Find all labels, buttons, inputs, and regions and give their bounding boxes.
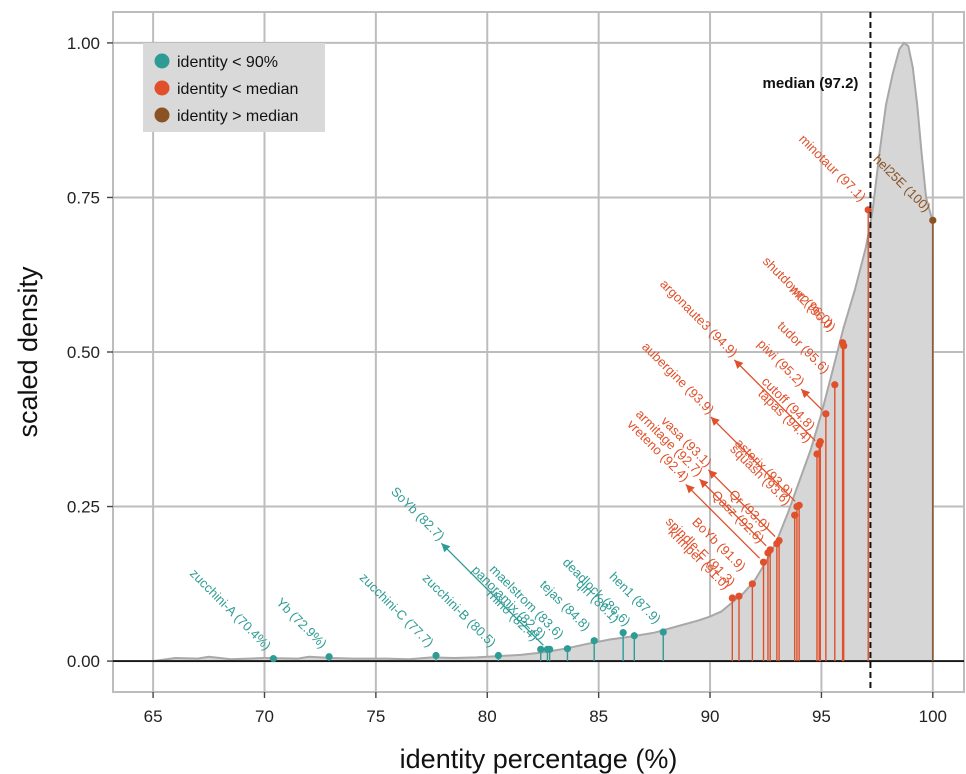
x-tick-label: 85 [589, 707, 608, 726]
data-point [269, 655, 277, 663]
label-leader-line [710, 416, 796, 502]
legend-label: identity > median [177, 108, 298, 125]
legend-swatch [154, 53, 170, 69]
x-tick-label: 95 [812, 707, 831, 726]
median-marker: median (97.2) [763, 12, 872, 692]
data-point [659, 628, 667, 636]
data-point [630, 632, 638, 640]
legend: identity < 90% identity < median identity … [143, 43, 325, 132]
data-point [537, 645, 545, 653]
point-label: minotaur (97.1) [796, 131, 869, 204]
label-leader-arrow [710, 416, 720, 426]
point-label: aubergine (93.9) [639, 339, 717, 417]
legend-box [143, 43, 325, 132]
legend-label: identity < 90% [177, 54, 278, 71]
label-leader-arrow [685, 484, 695, 494]
label-leader-line [707, 469, 776, 538]
data-point [759, 558, 768, 566]
data-point [432, 651, 440, 660]
label-leader-line [685, 483, 760, 559]
data-point [766, 546, 774, 554]
point-stems [272, 209, 934, 662]
legend-swatch [154, 107, 170, 123]
x-axis-title: identity percentage (%) [400, 744, 678, 774]
y-tick-label: 0.75 [67, 188, 100, 207]
x-tick-label: 100 [919, 707, 947, 726]
data-point [838, 339, 847, 347]
x-tick-label: 70 [255, 707, 274, 726]
x-tick-label: 90 [701, 707, 720, 726]
data-point [831, 381, 839, 389]
data-point [929, 216, 937, 224]
y-tick-label: 0.25 [67, 498, 100, 517]
label-leader-line [440, 542, 544, 646]
point-label: Yb (72.9%) [273, 595, 330, 652]
data-point [590, 637, 598, 645]
data-point [791, 511, 799, 519]
data-point [546, 645, 554, 653]
data-point [563, 645, 572, 653]
point-label: shutdown (96.0) [760, 254, 837, 331]
label-leader-arrow [699, 479, 709, 489]
point-label: zucchini-A (70.4%) [187, 566, 274, 653]
data-point [775, 536, 783, 545]
label-leader-arrow [708, 469, 718, 479]
data-points [269, 206, 937, 663]
x-tick-label: 75 [366, 707, 385, 726]
data-point [728, 594, 736, 602]
x-axis-ticks: 65 70 75 80 85 90 95 100 [144, 692, 947, 726]
y-tick-label: 1.00 [67, 34, 100, 53]
data-point [864, 206, 872, 214]
x-tick-label: 65 [144, 707, 163, 726]
label-leader-line [699, 478, 767, 547]
legend-label: identity < median [177, 81, 298, 98]
data-point [813, 450, 821, 458]
x-tick-label: 80 [478, 707, 497, 726]
y-tick-label: 0.00 [67, 652, 100, 671]
label-leader-arrow [734, 359, 744, 369]
label-leader-line [733, 359, 816, 442]
y-axis-ticks: 0.00 0.25 0.50 0.75 1.00 [67, 34, 113, 671]
label-leader-arrow [801, 389, 811, 399]
data-point [494, 651, 503, 660]
legend-swatch [154, 80, 170, 96]
y-tick-label: 0.50 [67, 343, 100, 362]
point-label: SoYb (82.7) [388, 484, 448, 544]
y-axis-title: scaled density [13, 266, 43, 438]
data-point [795, 501, 803, 509]
point-label: asterix (93.9) [732, 435, 796, 499]
data-point [735, 592, 743, 600]
median-label: median (97.2) [763, 75, 859, 92]
point-label: argonaute3 (94.9) [657, 276, 741, 360]
data-point [748, 580, 756, 588]
label-leader-arrow [441, 543, 451, 553]
data-point [822, 410, 830, 418]
data-point [325, 653, 333, 661]
data-point [816, 438, 824, 446]
data-point [619, 629, 627, 637]
